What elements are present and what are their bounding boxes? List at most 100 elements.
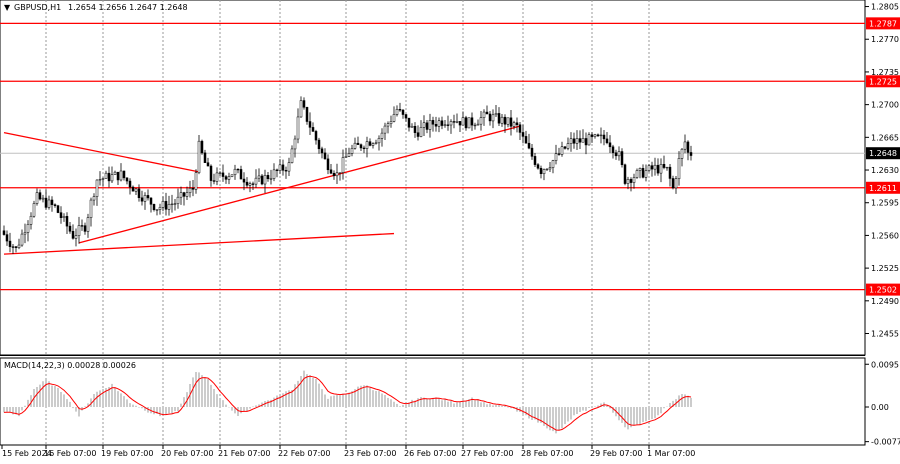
ohlc-values: 1.2654 1.2656 1.2647 1.2648 <box>68 3 188 12</box>
candle-body <box>491 114 495 122</box>
candle-body <box>584 138 588 146</box>
candle-body <box>524 136 528 144</box>
candle-body <box>350 148 354 154</box>
candle-body <box>239 169 243 180</box>
candle-body <box>233 168 237 175</box>
candle-body <box>473 124 477 127</box>
candle-body <box>158 207 162 210</box>
candle-body <box>653 164 657 170</box>
candle-body <box>317 139 321 150</box>
candle-body <box>341 157 345 173</box>
candle-body <box>644 170 648 178</box>
time-label: 20 Feb 07:00 <box>161 449 213 458</box>
candle-body <box>500 116 504 124</box>
candle-body <box>362 147 366 150</box>
candle-body <box>116 171 120 181</box>
time-label: 23 Feb 07:00 <box>344 449 396 458</box>
candle-body <box>602 134 606 140</box>
candle-body <box>665 166 669 169</box>
time-label: 26 Feb 07:00 <box>404 449 456 458</box>
trendlines[interactable] <box>3 125 521 255</box>
candle-body <box>377 138 381 144</box>
candle-body <box>119 170 123 181</box>
candle-body <box>209 165 213 181</box>
time-label: 28 Feb 07:00 <box>521 449 573 458</box>
candle-body <box>302 100 306 108</box>
dropdown-arrow-icon[interactable]: ▼ <box>4 3 11 12</box>
candle-body <box>50 199 54 205</box>
candle-body <box>266 175 270 180</box>
candle-body <box>539 167 543 175</box>
macd-tick-label: 0.00 <box>871 403 889 412</box>
macd-axis: 0.0095 0.00 -0.0077 <box>865 360 900 447</box>
time-label: 19 Feb 07:00 <box>101 449 153 458</box>
candle-body <box>569 138 573 144</box>
candle-body <box>668 166 672 179</box>
candle-body <box>551 160 555 168</box>
candle-body <box>104 172 108 179</box>
candle-body <box>146 195 150 199</box>
candle-body <box>101 178 105 180</box>
time-label: 15 Feb 2024 <box>2 449 52 458</box>
candle-body <box>482 111 486 118</box>
time-label: 21 Feb 07:00 <box>218 449 270 458</box>
candle-body <box>149 197 153 205</box>
candle-body <box>572 138 576 144</box>
candle-body <box>182 192 186 197</box>
candle-body <box>413 125 417 133</box>
candle-body <box>131 186 135 192</box>
price-tick-label: 1.2525 <box>871 264 899 273</box>
candle-body <box>77 225 81 236</box>
candle-body <box>125 177 129 182</box>
candle-body <box>443 124 447 126</box>
candle-body <box>689 152 693 156</box>
candle-body <box>311 127 315 132</box>
candle-body <box>260 175 264 185</box>
candle-body <box>554 153 558 161</box>
macd-signal-line <box>3 375 692 431</box>
candle-body <box>98 179 102 181</box>
candle-body <box>479 117 483 125</box>
candle-body <box>65 216 69 227</box>
candle-body <box>662 164 666 168</box>
candle-body <box>122 170 126 179</box>
candle-body <box>506 117 510 125</box>
candle-body <box>671 178 675 189</box>
candle-body <box>464 117 468 129</box>
support-resistance-levels[interactable]: 1.2787 1.2725 1.2611 1.2502 1.2648 <box>0 17 900 296</box>
level-label: 1.2725 <box>869 77 897 86</box>
level-badge <box>866 17 900 30</box>
price-tick-label: 1.2630 <box>871 166 899 175</box>
candle-body <box>425 122 429 130</box>
macd-tick-label: 0.0095 <box>871 360 899 369</box>
time-label: 22 Feb 07:00 <box>278 449 330 458</box>
candle-body <box>254 177 258 185</box>
candle-body <box>380 132 384 139</box>
price-tick-label: 1.2455 <box>871 330 899 339</box>
candle-body <box>398 109 402 111</box>
candle-body <box>11 246 15 248</box>
candle-body <box>404 114 408 119</box>
candle-body <box>452 121 456 123</box>
candle-body <box>59 212 63 218</box>
candle-body <box>95 179 99 197</box>
candle-body <box>140 197 144 202</box>
candle-body <box>365 141 369 149</box>
candle-body <box>320 148 324 154</box>
candle-body <box>674 178 678 189</box>
candle-body <box>200 140 204 154</box>
candle-body <box>80 225 84 227</box>
macd-tick-label: -0.0077 <box>871 438 900 447</box>
candle-body <box>35 192 39 204</box>
candle-body <box>461 117 465 126</box>
candle-body <box>332 173 336 177</box>
candle-body <box>434 124 438 127</box>
candle-body <box>62 216 66 218</box>
candle-body <box>599 134 603 137</box>
candle-body <box>14 246 18 248</box>
candle-body <box>356 142 360 145</box>
candle-body <box>347 153 351 157</box>
candle-body <box>218 172 222 174</box>
